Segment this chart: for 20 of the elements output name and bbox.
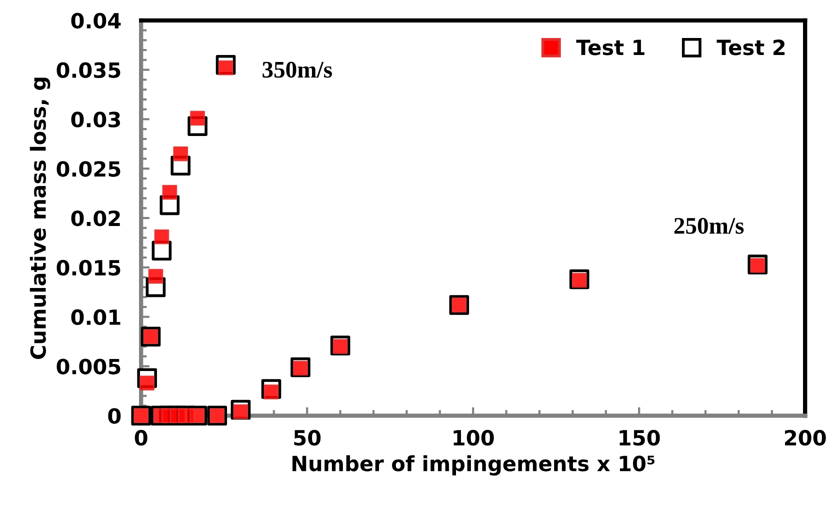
- y-tick-label: 0.015: [56, 260, 120, 276]
- y-tick-label: 0.005: [56, 358, 120, 374]
- legend-label: Test 1: [576, 40, 644, 56]
- x-tick-label: 200: [785, 430, 826, 446]
- y-tick-label: 0.01: [71, 309, 120, 326]
- y-axis-title: Cumulative mass loss, g: [30, 78, 50, 360]
- x-tick-label: 100: [454, 430, 494, 446]
- y-tick-label: 0: [108, 408, 121, 424]
- annotation: 250m/s: [674, 218, 744, 234]
- legend-label: Test 2: [716, 40, 785, 56]
- y-tick-label: 0.025: [56, 161, 120, 177]
- y-tick-label: 0.03: [71, 112, 120, 128]
- annotation: 350m/s: [262, 62, 332, 78]
- x-tick-label: 0: [134, 430, 148, 446]
- x-tick-label: 50: [294, 430, 321, 446]
- y-tick-label: 0.04: [71, 12, 121, 29]
- y-tick-label: 0.02: [71, 210, 120, 226]
- x-tick-label: 150: [620, 430, 660, 446]
- y-tick-label: 0.035: [56, 62, 120, 78]
- x-axis-title: Number of impingements x 10⁵: [292, 455, 655, 476]
